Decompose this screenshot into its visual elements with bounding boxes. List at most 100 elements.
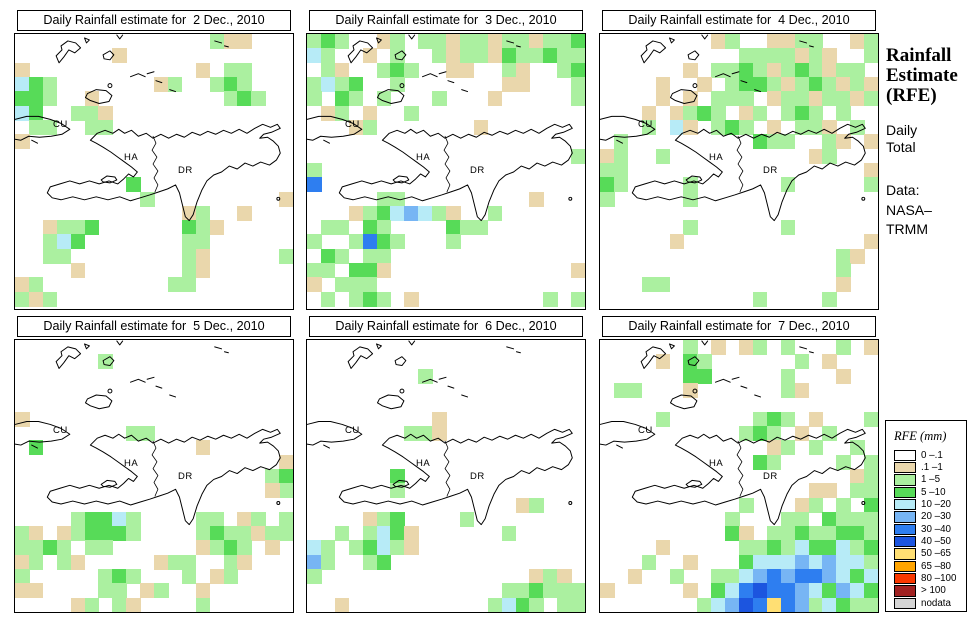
rain-cell: [613, 148, 629, 164]
rain-cell: [752, 340, 768, 355]
rain-cell: [70, 105, 86, 121]
panel-title: Daily Rainfall estimate for 6 Dec., 2010: [309, 316, 583, 337]
rain-cell: [15, 62, 30, 78]
rain-cell: [362, 234, 378, 250]
rain-cell: [307, 234, 322, 250]
rain-cell: [446, 48, 461, 64]
legend-label: > 100: [921, 585, 946, 597]
label-dominican-republic: DR: [178, 471, 193, 482]
rain-cell: [794, 540, 810, 556]
label-cuba: CU: [638, 119, 653, 130]
rain-cells-layer: [600, 34, 878, 309]
rain-cell: [126, 569, 141, 585]
rain-cell: [752, 62, 768, 78]
rain-cell: [808, 440, 824, 456]
rain-cell: [655, 76, 671, 92]
rain-cell: [501, 48, 517, 64]
rainfall-map: CU HA DR: [599, 339, 879, 613]
legend-swatch: [894, 572, 916, 585]
rain-cell: [780, 62, 796, 78]
rain-cell: [181, 569, 197, 585]
label-dominican-republic: DR: [763, 471, 778, 482]
rain-cell: [780, 440, 796, 456]
rain-cell: [376, 511, 392, 527]
rain-cell: [515, 48, 531, 64]
rain-cell: [459, 62, 475, 78]
rain-cell: [794, 382, 810, 398]
rain-cell: [376, 263, 392, 279]
rain-cell: [683, 119, 698, 135]
rain-cell: [836, 368, 851, 384]
rain-cell: [348, 263, 364, 279]
rain-cell: [181, 554, 197, 570]
rain-cell: [473, 34, 489, 49]
rain-cell: [780, 220, 796, 236]
sidebar-subtitle: Daily Total: [886, 122, 917, 156]
rain-cell: [237, 554, 252, 570]
legend-entry: 50 –65: [886, 548, 966, 560]
rain-cell: [390, 511, 405, 527]
rain-cell: [822, 540, 837, 556]
rain-cell: [850, 540, 865, 556]
rain-cell: [766, 48, 782, 64]
rain-cell: [126, 425, 141, 441]
rain-cell: [98, 119, 113, 135]
rain-cell: [836, 277, 851, 293]
rain-cell: [195, 62, 211, 78]
rain-cell: [571, 76, 585, 92]
rain-cell: [752, 597, 768, 612]
legend-rows: 0 –.1.1 –1 1 –5 5 –10 10 –20 20 –30 30 –40 40 …: [886, 449, 966, 609]
label-cuba: CU: [345, 119, 360, 130]
rain-cell: [739, 540, 754, 556]
rain-cell: [739, 76, 754, 92]
rain-cell: [390, 34, 405, 49]
legend-label: 20 –30: [921, 511, 951, 523]
rain-cell: [864, 340, 878, 355]
rain-cell: [140, 425, 155, 441]
rain-cell: [850, 597, 865, 612]
rain-cell: [766, 583, 782, 599]
rain-cell: [766, 34, 782, 49]
rain-cell: [822, 291, 837, 307]
legend-label: 65 –80: [921, 560, 951, 572]
rain-cell: [627, 569, 643, 585]
rain-cell: [864, 569, 878, 585]
rain-cell: [794, 105, 810, 121]
source-line: Data:: [886, 182, 920, 198]
rain-cell: [780, 382, 796, 398]
rain-cell: [154, 554, 169, 570]
rain-cell: [237, 511, 252, 527]
rain-cell: [223, 569, 239, 585]
sidebar-heading: Rainfall Estimate (RFE): [886, 46, 958, 106]
rain-cell: [459, 511, 475, 527]
rain-cell: [864, 468, 878, 484]
rain-cell: [307, 162, 322, 178]
rain-cells-layer: [15, 340, 293, 612]
rain-cell: [501, 34, 517, 49]
legend-label: .1 –1: [921, 462, 943, 474]
legend-entry: 5 –10: [886, 486, 966, 498]
rain-cell: [487, 91, 503, 107]
rain-cell: [739, 425, 754, 441]
rain-cell: [28, 440, 44, 456]
rain-cell: [836, 62, 851, 78]
legend-label: nodata: [921, 597, 951, 609]
rain-cell: [780, 368, 796, 384]
rain-cell: [334, 526, 350, 542]
rain-cell: [487, 48, 503, 64]
rain-cell: [112, 48, 127, 64]
rain-cell: [362, 540, 378, 556]
rain-cell: [766, 76, 782, 92]
rain-cell: [98, 354, 113, 370]
rain-cell: [752, 105, 768, 121]
rain-cell: [780, 583, 796, 599]
rain-cell: [766, 425, 782, 441]
rain-cell: [627, 382, 643, 398]
rain-cell: [223, 62, 239, 78]
rain-cell: [864, 526, 878, 542]
rain-cell: [307, 263, 322, 279]
map-panel-dec2: Daily Rainfall estimate for 2 Dec., 2010…: [14, 10, 294, 310]
rain-cell: [237, 91, 252, 107]
rain-cell: [15, 277, 30, 293]
rain-cell: [808, 48, 824, 64]
